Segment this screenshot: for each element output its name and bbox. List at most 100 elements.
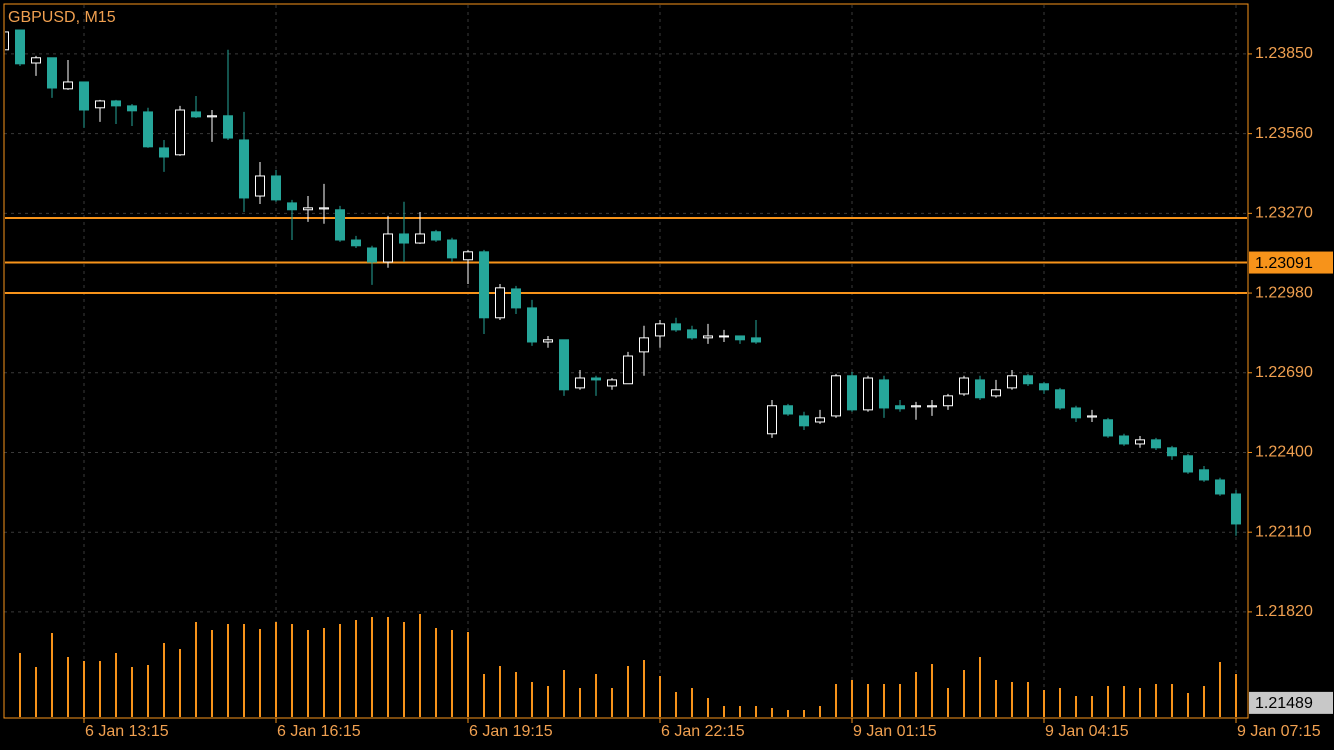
candle-body (271, 175, 281, 201)
candle-body (479, 251, 489, 319)
candle-body (495, 287, 505, 319)
candle-body (1023, 375, 1033, 385)
candle-body (191, 111, 201, 118)
y-tick-label: 1.22980 (1255, 284, 1313, 301)
candle-body (991, 389, 1001, 397)
candle-body (639, 337, 649, 353)
candle-body (1231, 493, 1241, 525)
candle-body (703, 335, 713, 339)
candle-body (863, 377, 873, 411)
candle-body (1119, 435, 1129, 445)
chart-title: GBPUSD, M15 (8, 9, 116, 26)
x-tick-label: 6 Jan 13:15 (85, 723, 169, 740)
y-tick-label: 1.23560 (1255, 125, 1313, 142)
candle-body (1199, 469, 1209, 481)
candle-body (399, 233, 409, 244)
x-tick-label: 6 Jan 19:15 (469, 723, 553, 740)
candle-body (831, 375, 841, 417)
x-tick-label: 6 Jan 16:15 (277, 723, 361, 740)
candle-body (159, 147, 169, 158)
candle-body (559, 339, 569, 391)
candle-body (319, 207, 329, 210)
candle-body (5, 31, 9, 51)
candle-body (751, 337, 761, 343)
candle-body (943, 395, 953, 407)
candle-body (95, 100, 105, 109)
candle-body (1215, 479, 1225, 495)
candle-body (575, 377, 585, 389)
candle-body (1087, 415, 1097, 418)
candle-body (623, 355, 633, 385)
candle-body (303, 207, 313, 211)
candle-body (1167, 447, 1177, 457)
candle-body (1103, 419, 1113, 437)
candle-body (783, 405, 793, 415)
candle-body (63, 81, 73, 90)
y-tick-label: 1.22110 (1255, 523, 1312, 540)
candle-body (1007, 375, 1017, 389)
candle-body (111, 100, 121, 107)
axes: 1.23850 1.23560 1.23270 1.22980 1.22690 1.224… (3, 3, 1333, 740)
plot-area (5, 29, 1247, 717)
candle-body (383, 233, 393, 263)
candle-body (15, 29, 25, 65)
candle-body (959, 377, 969, 395)
candle-body (1055, 389, 1065, 409)
candle-body (527, 307, 537, 343)
candle-body (735, 335, 745, 341)
candle-body (415, 233, 425, 244)
price-tag-label: 1.23091 (1255, 255, 1313, 272)
x-tick-label: 9 Jan 04:15 (1045, 723, 1129, 740)
candle-body (591, 377, 601, 381)
y-tick-label: 1.23270 (1255, 205, 1313, 222)
candle-body (895, 405, 905, 410)
candle-body (655, 323, 665, 337)
candle-body (239, 139, 249, 199)
y-tick-label: 1.21820 (1255, 603, 1313, 620)
candle-body (79, 81, 89, 111)
y-tick-label: 1.23850 (1255, 45, 1313, 62)
candle-body (1151, 439, 1161, 449)
y-tick-label: 1.22690 (1255, 364, 1313, 381)
candle-body (287, 202, 297, 211)
candle-body (367, 247, 377, 263)
candle-body (1183, 455, 1193, 473)
x-tick-label: 9 Jan 07:15 (1237, 723, 1321, 740)
candle-body (975, 379, 985, 399)
candle-body (175, 109, 185, 156)
candle-body (143, 111, 153, 148)
price-tag (1249, 691, 1333, 714)
candle-body (351, 239, 361, 247)
candle-body (447, 239, 457, 259)
candle-body (719, 335, 729, 338)
candle-body (543, 339, 553, 343)
candle-body (671, 323, 681, 331)
y-tick-label: 1.22400 (1255, 444, 1313, 461)
candle-body (879, 379, 889, 409)
candle-body (911, 405, 921, 408)
candle-body (607, 379, 617, 387)
candle-body (335, 209, 345, 241)
candle-body (431, 231, 441, 241)
candle-body (815, 417, 825, 423)
candle-body (1039, 383, 1049, 391)
candle-body (1071, 407, 1081, 419)
plot-frame (3, 3, 1249, 719)
candle-body (31, 57, 41, 64)
candle-body (799, 415, 809, 427)
price-tag (1249, 251, 1333, 274)
x-tick-label: 6 Jan 22:15 (661, 723, 745, 740)
candle-body (207, 115, 217, 118)
candle-body (847, 375, 857, 411)
candle-body (767, 405, 777, 435)
candle-body (1135, 439, 1145, 445)
candle-body (511, 288, 521, 309)
price-tag-label: 1.21489 (1255, 695, 1313, 712)
candle-body (463, 251, 473, 261)
candle-body (687, 329, 697, 339)
candle-body (927, 405, 937, 408)
x-tick-label: 9 Jan 01:15 (853, 723, 937, 740)
